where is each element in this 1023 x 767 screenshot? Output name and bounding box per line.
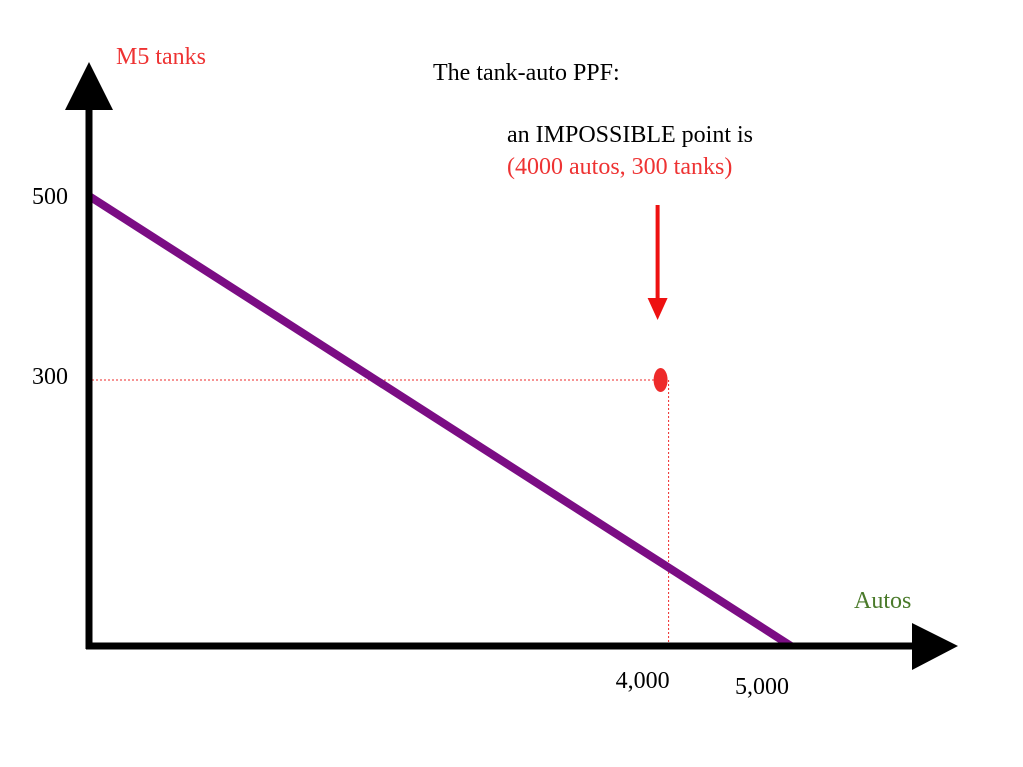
ppf-line bbox=[86, 192, 794, 650]
y-tick-label: 300 bbox=[32, 364, 68, 390]
y-tick-label: 500 bbox=[32, 184, 68, 210]
impossible-point bbox=[653, 368, 668, 392]
chart-title: The tank-auto PPF: bbox=[433, 60, 620, 86]
y-axis-arrowhead bbox=[65, 62, 113, 110]
x-axis-arrowhead bbox=[912, 623, 958, 670]
x-tick-label: 5,000 bbox=[735, 674, 789, 700]
annotation-point-label: (4000 autos, 300 tanks) bbox=[507, 154, 732, 180]
annotation-text: an IMPOSSIBLE point is bbox=[507, 122, 753, 148]
x-axis-label: Autos bbox=[854, 588, 911, 614]
y-axis-label: M5 tanks bbox=[116, 44, 206, 70]
tick-labels: 500 300 4,000 5,000 bbox=[32, 184, 789, 700]
pointer-arrow-head bbox=[647, 298, 668, 320]
x-tick-label: 4,000 bbox=[616, 668, 670, 694]
